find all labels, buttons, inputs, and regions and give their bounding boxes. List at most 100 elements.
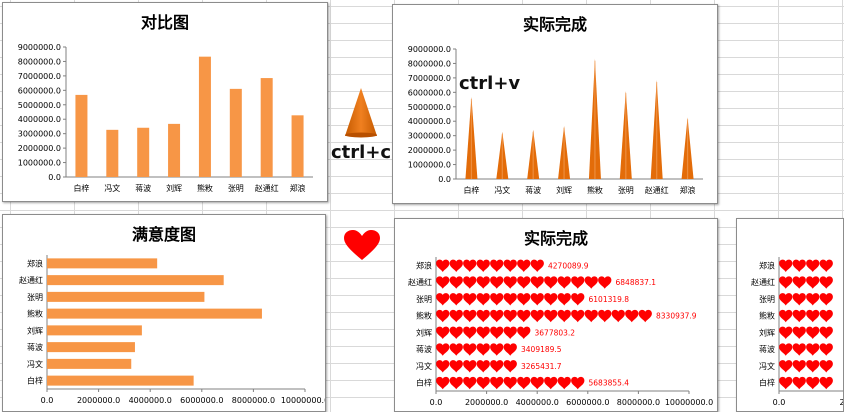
y-tick-label: 8000000.0 — [408, 59, 451, 68]
heart-mark — [806, 309, 820, 323]
heart-mark — [611, 309, 625, 323]
heart-mark — [436, 360, 450, 373]
x-tick-label: 白梓 — [463, 185, 479, 195]
heart-mark — [436, 259, 450, 272]
y-tick-label: 白梓 — [27, 376, 43, 386]
heart-mark — [792, 326, 806, 339]
heart-mark — [449, 309, 463, 323]
chart-compare[interactable]: 对比图 0.0 1000000.0 2000000.0 3000000.0 400000… — [2, 2, 328, 202]
heart-mark — [490, 293, 504, 306]
heart-mark — [463, 343, 477, 356]
chart-title: 满意度图 — [131, 225, 196, 244]
heart-mark — [476, 360, 490, 373]
heart-mark — [476, 326, 490, 339]
x-tick-label: 2000000.0 — [77, 396, 120, 405]
data-label: 3265431.7 — [521, 362, 562, 371]
heart-mark — [544, 276, 558, 289]
x-tick-label: 刘辉 — [166, 183, 182, 193]
data-label: 3409189.5 — [521, 345, 562, 354]
y-tick-label: 赵通红 — [19, 275, 43, 285]
x-tick-label: 冯文 — [494, 185, 510, 195]
chart-title: 实际完成 — [523, 229, 588, 248]
y-tick-label: 蒋波 — [759, 344, 775, 354]
x-tick-label: 2000000 — [840, 398, 843, 407]
heart-mark — [449, 259, 463, 272]
heart-mark — [503, 343, 517, 356]
y-tick-label: 蒋波 — [416, 344, 432, 354]
x-tick-label: 熊敉 — [197, 183, 213, 193]
heart-mark — [779, 376, 793, 390]
data-label: 3677803.2 — [535, 328, 576, 337]
x-tick-label: 8000000.0 — [232, 396, 275, 405]
y-tick-label: 7000000.0 — [408, 74, 451, 83]
heart-mark — [598, 309, 612, 323]
heart-mark — [557, 309, 571, 323]
heart-mark — [476, 309, 490, 323]
heart-mark — [490, 360, 504, 373]
bar — [47, 375, 194, 386]
heart-mark — [490, 309, 504, 323]
x-tick-label: 0.0 — [41, 396, 54, 405]
heart-mark — [779, 293, 793, 306]
x-tick-label: 刘辉 — [556, 185, 572, 195]
y-tick-label: 1000000.0 — [18, 159, 61, 168]
chart-title: 对比图 — [140, 13, 189, 32]
heart-mark — [503, 276, 517, 289]
y-tick-label: 熊敉 — [416, 311, 432, 321]
chart-satisfaction[interactable]: 满意度图 0.0 2000000.0 4000000.0 6000000.0 80000… — [2, 214, 326, 412]
heart-mark — [449, 326, 463, 339]
heart-mark — [571, 376, 585, 390]
copy-shortcut-label: ctrl+c — [331, 142, 392, 163]
heart-mark — [806, 259, 820, 272]
heart-mark — [476, 343, 490, 356]
y-tick-label: 9000000.0 — [408, 45, 451, 54]
heart-mark — [503, 376, 517, 390]
heart-mark — [490, 259, 504, 272]
heart-mark — [490, 343, 504, 356]
heart-mark — [503, 259, 517, 272]
heart-mark — [463, 309, 477, 323]
heart-mark — [557, 293, 571, 306]
heart-mark — [544, 309, 558, 323]
chart-plot: 0.0 2000000.0 4000000.0 6000000.0 8000000.0 1… — [408, 257, 713, 407]
bar — [168, 123, 181, 177]
heart-mark — [792, 309, 806, 323]
x-tick-label: 4000000.0 — [129, 396, 172, 405]
chart-actual-cone[interactable]: 实际完成 0.0 1000000.0 2000000.0 3000000.0 40000… — [392, 4, 718, 204]
heart-mark — [779, 309, 793, 323]
heart-mark — [819, 376, 833, 390]
y-tick-label: 白梓 — [759, 378, 775, 388]
data-label: 6101319.8 — [589, 295, 630, 304]
chart-plot: 0.0 1000000.0 2000000.0 3000000.0 4000000.0 5… — [408, 45, 703, 195]
data-label: 5683855.4 — [589, 379, 630, 388]
chart-hearts-partial[interactable]: 0.0 2000000 白梓 冯文 蒋波 刘辉 熊敉 张明 赵通红 郑浪 — [736, 218, 844, 412]
x-tick-label: 郑浪 — [290, 183, 306, 193]
heart-mark — [571, 293, 585, 306]
y-tick-label: 冯文 — [759, 361, 775, 371]
y-tick-label: 郑浪 — [416, 260, 432, 270]
heart-mark — [449, 343, 463, 356]
heart-mark — [557, 276, 571, 289]
heart-mark — [819, 309, 833, 323]
heart-mark — [779, 326, 793, 339]
heart-mark — [806, 276, 820, 289]
heart-mark — [819, 259, 833, 272]
heart-mark — [819, 326, 833, 339]
x-tick-label: 0.0 — [773, 398, 786, 407]
heart-mark — [557, 376, 571, 390]
heart-mark — [517, 259, 531, 272]
heart-mark — [530, 276, 544, 289]
heart-mark — [792, 360, 806, 373]
bar — [198, 56, 211, 177]
heart-mark — [779, 360, 793, 373]
x-tick-label: 赵通红 — [255, 183, 279, 193]
heart-mark — [476, 293, 490, 306]
bar — [229, 88, 242, 177]
heart-mark — [530, 376, 544, 390]
heart-mark — [476, 259, 490, 272]
heart-mark — [490, 276, 504, 289]
chart-actual-hearts[interactable]: 实际完成 0.0 2000000.0 4000000.0 6000000.0 80000… — [394, 218, 718, 412]
heart-mark — [584, 276, 598, 289]
heart-mark — [584, 309, 598, 323]
y-tick-label: 9000000.0 — [18, 43, 61, 52]
